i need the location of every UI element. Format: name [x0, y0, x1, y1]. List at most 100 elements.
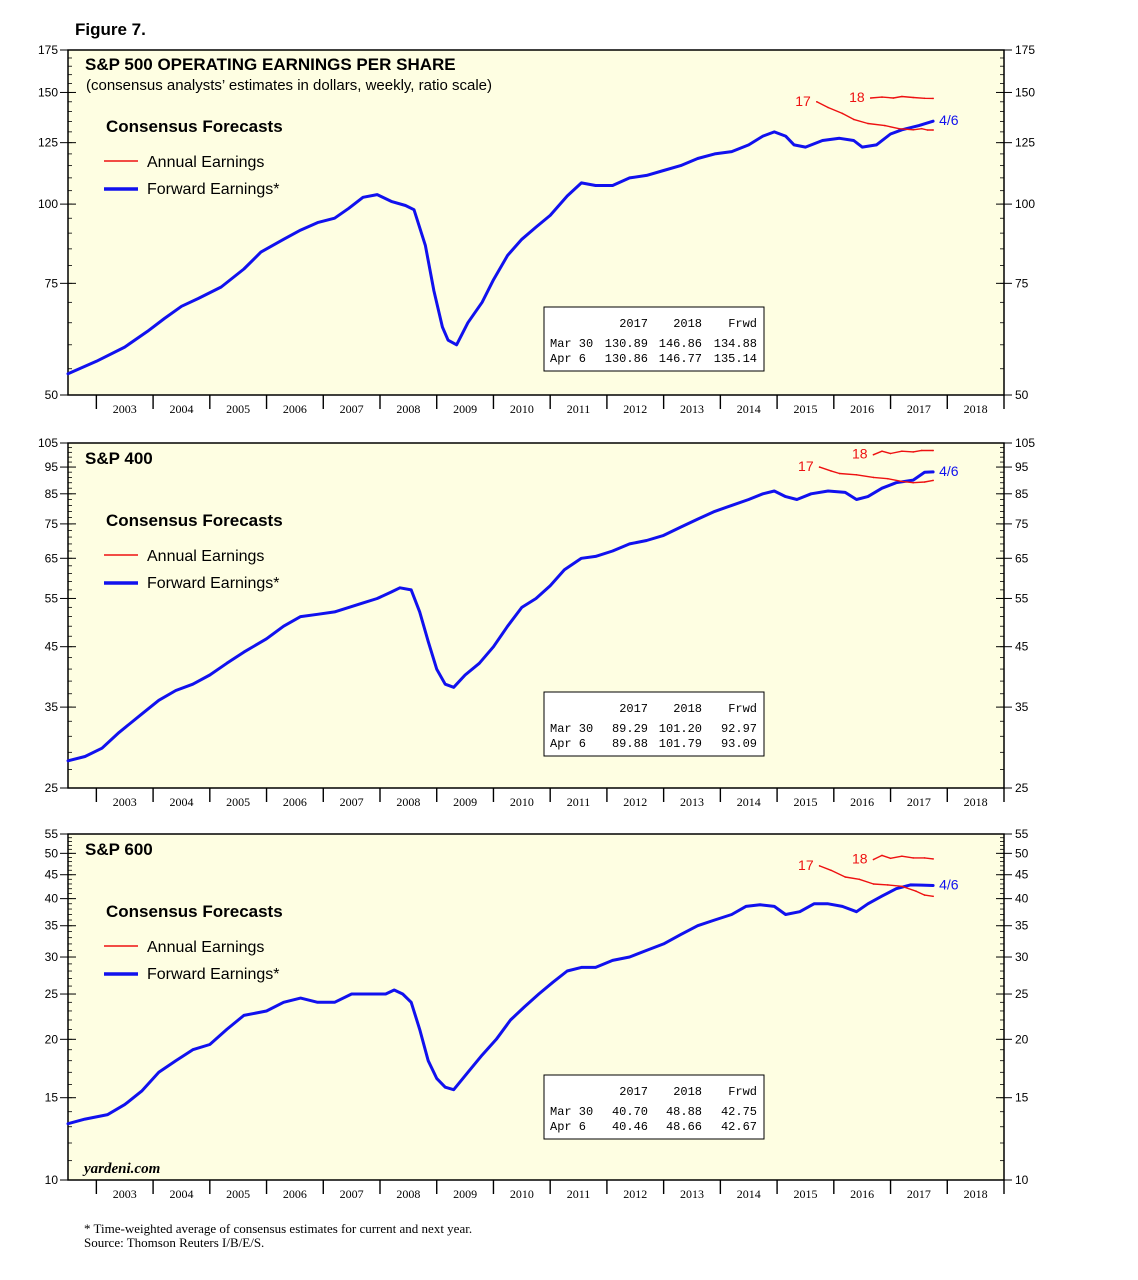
data-point-forward-earnings: [197, 297, 200, 300]
data-point-forward-earnings: [418, 1028, 421, 1031]
x-tick-label: 2011: [567, 1187, 591, 1201]
x-tick-label: 2009: [453, 795, 477, 809]
data-point-forward-earnings: [282, 625, 285, 627]
x-tick-label: 2006: [283, 795, 307, 809]
data-point-annual-2017: [872, 883, 875, 885]
table-row-date: Apr 6: [550, 352, 586, 366]
data-point-forward-earnings: [662, 534, 665, 537]
y-tick-label-right: 55: [1015, 827, 1029, 841]
data-point-forward-earnings: [123, 1103, 126, 1106]
table-cell-value: 48.88: [666, 1105, 702, 1119]
y-tick-label-right: 55: [1015, 591, 1029, 605]
data-point-forward-earnings: [455, 344, 458, 346]
data-point-forward-earnings: [506, 625, 509, 627]
data-point-forward-earnings: [376, 597, 379, 600]
data-point-forward-earnings: [662, 169, 665, 172]
series-line-forward-earnings: [66, 470, 935, 763]
table-header: Frwd: [728, 317, 757, 331]
data-point-forward-earnings: [580, 182, 583, 184]
data-point-forward-earnings: [844, 491, 846, 494]
y-tick-label-left: 65: [45, 551, 59, 565]
y-tick-label-left: 150: [38, 85, 58, 99]
data-point-forward-earnings: [696, 518, 699, 520]
x-tick-label: 2012: [623, 402, 647, 416]
data-point-annual-2018: [932, 97, 934, 100]
data-point-forward-earnings: [163, 317, 166, 320]
table-header: 2018: [673, 317, 702, 331]
y-tick-label-right: 175: [1015, 43, 1035, 57]
data-point-forward-earnings: [521, 606, 523, 609]
chart-panel-sp400: 25 25 35 35 45 45 55 55 65 65 75 75 85 85 95 95 105 105 20…: [38, 436, 1035, 809]
data-point-forward-earnings: [467, 1071, 469, 1074]
footnote: * Time-weighted average of consensus est…: [84, 1222, 472, 1250]
data-point-annual-2017: [872, 476, 875, 479]
y-tick-label-left: 95: [45, 460, 59, 474]
y-tick-label-right: 65: [1015, 551, 1029, 565]
chart-panel-sp600: 10 10 15 15 20 20 25 25 30 30 35 35 40 40 45 45 50 50 55 55…: [45, 827, 1029, 1201]
data-point-forward-earnings: [580, 966, 583, 969]
data-point-forward-earnings: [918, 124, 920, 127]
data-point-forward-earnings: [889, 133, 892, 135]
data-point-forward-earnings: [713, 919, 716, 921]
data-point-forward-earnings: [821, 139, 824, 142]
data-point-forward-earnings: [435, 668, 438, 670]
data-point-forward-earnings: [745, 905, 747, 908]
data-point-forward-earnings: [521, 238, 523, 241]
data-point-forward-earnings: [773, 490, 776, 492]
data-point-annual-2018: [881, 96, 883, 98]
values-table: [543, 691, 765, 757]
data-point-forward-earnings: [67, 373, 69, 375]
data-point-forward-earnings: [895, 481, 897, 484]
data-point-forward-earnings: [730, 150, 733, 153]
data-point-forward-earnings: [390, 591, 393, 593]
y-tick-label-right: 45: [1015, 868, 1029, 882]
data-point-forward-earnings: [265, 638, 268, 640]
data-point-annual-2017: [912, 481, 914, 484]
data-point-forward-earnings: [367, 993, 370, 995]
y-tick-label-left: 45: [45, 640, 59, 654]
data-point-annual-2018: [901, 95, 903, 98]
x-tick-label: 2003: [113, 795, 137, 809]
data-point-forward-earnings: [333, 611, 336, 613]
data-point-forward-earnings: [444, 1086, 447, 1088]
data-point-forward-earnings: [362, 602, 364, 604]
data-point-annual-2017: [830, 470, 832, 472]
data-point-forward-earnings: [106, 1113, 109, 1116]
data-point-forward-earnings: [140, 1090, 143, 1092]
y-tick-label-left: 85: [45, 487, 59, 501]
x-tick-label: 2015: [793, 1187, 817, 1201]
data-point-annual-2017: [915, 890, 917, 892]
y-tick-label-left: 105: [38, 436, 58, 450]
data-point-forward-earnings: [390, 200, 393, 203]
data-point-forward-earnings: [827, 490, 829, 492]
data-point-forward-earnings: [226, 1028, 228, 1031]
y-tick-label-right: 40: [1015, 892, 1029, 906]
data-point-forward-earnings: [535, 226, 537, 228]
legend-heading: Consensus Forecasts: [106, 117, 283, 136]
data-point-forward-earnings: [441, 326, 444, 328]
data-point-forward-earnings: [594, 966, 597, 969]
data-point-forward-earnings: [881, 487, 883, 490]
table-cell-value: 42.67: [721, 1120, 757, 1134]
data-point-forward-earnings: [566, 195, 568, 197]
x-tick-label: 2006: [283, 402, 307, 416]
data-point-annual-2018: [889, 857, 892, 860]
data-point-annual-2018: [923, 857, 926, 859]
y-tick-label-left: 45: [45, 868, 59, 882]
data-point-forward-earnings: [348, 606, 350, 609]
data-point-forward-earnings: [611, 959, 614, 962]
x-tick-label: 2004: [169, 795, 193, 809]
legend-heading: Consensus Forecasts: [106, 511, 283, 530]
x-tick-label: 2016: [850, 402, 874, 416]
data-point-forward-earnings: [920, 884, 923, 886]
figure-title: Figure 7.: [75, 20, 146, 39]
data-point-forward-earnings: [413, 208, 415, 211]
x-tick-label: 2017: [907, 402, 931, 416]
data-point-annual-2017: [855, 474, 858, 476]
data-point-forward-earnings: [747, 144, 750, 146]
data-point-forward-earnings: [799, 910, 801, 913]
y-tick-label-left: 75: [45, 517, 59, 531]
data-point-forward-earnings: [427, 1059, 430, 1062]
y-tick-label-left: 55: [45, 591, 59, 605]
series-line-annual-2017: [818, 466, 934, 484]
